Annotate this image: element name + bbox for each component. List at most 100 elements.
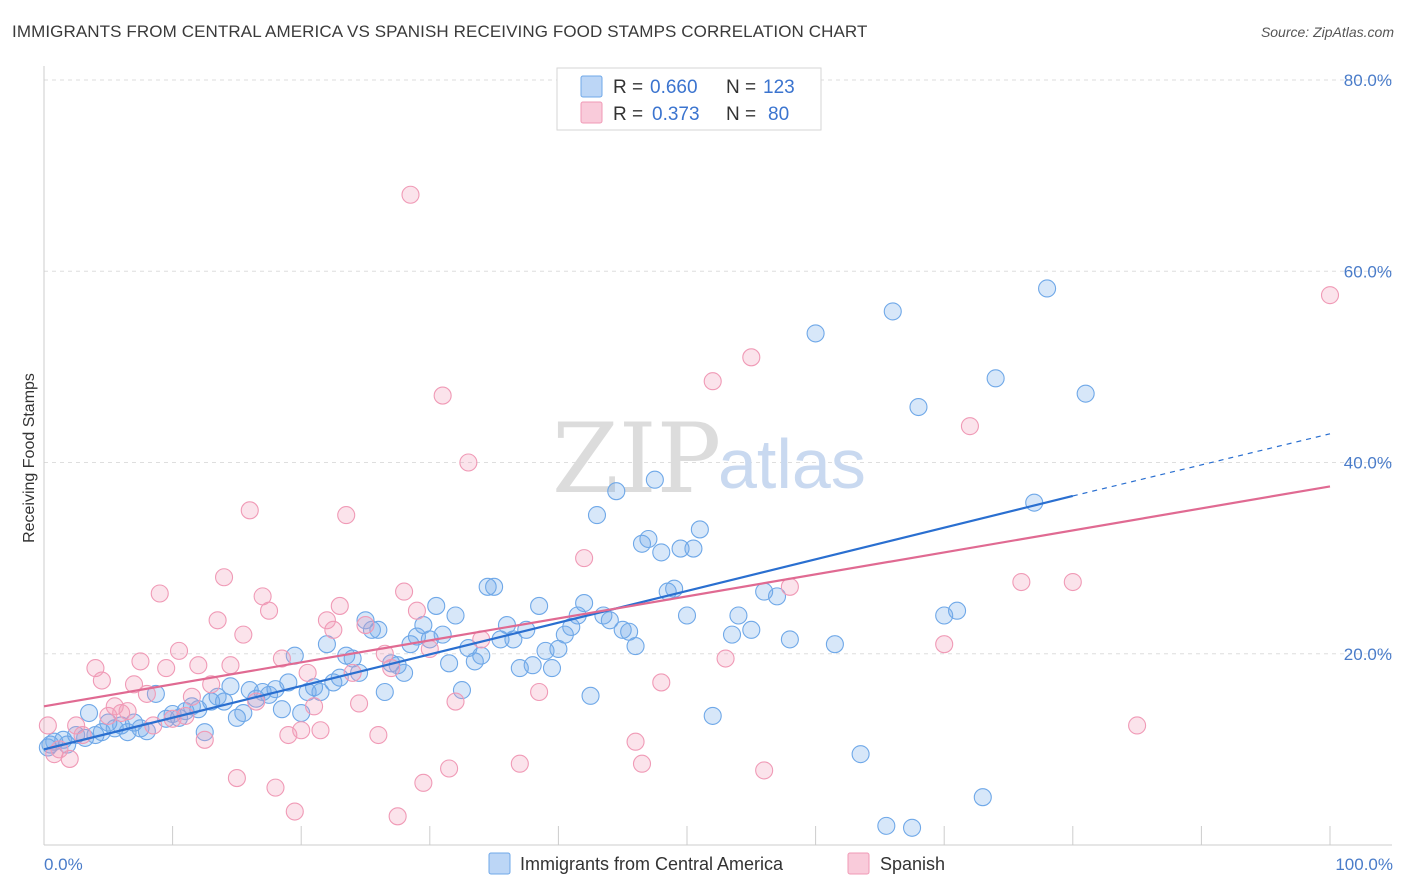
data-point xyxy=(240,501,259,520)
data-point xyxy=(684,539,703,558)
data-point xyxy=(234,625,253,644)
data-point xyxy=(305,697,324,716)
data-point xyxy=(935,635,954,654)
data-point xyxy=(214,568,234,587)
y-tick-label: 20.0% xyxy=(1344,645,1392,664)
data-point xyxy=(221,677,240,696)
y-tick-label: 60.0% xyxy=(1344,262,1392,281)
data-point xyxy=(806,324,825,343)
data-point xyxy=(118,702,137,721)
trend-lines xyxy=(43,433,1331,751)
data-point xyxy=(202,675,221,694)
data-point xyxy=(407,601,426,620)
axes xyxy=(43,66,1392,846)
data-point xyxy=(742,348,761,367)
data-point xyxy=(38,716,57,735)
watermark: ZIP atlas xyxy=(552,403,866,515)
data-point xyxy=(626,732,645,751)
data-point xyxy=(227,769,246,788)
data-point xyxy=(440,759,459,778)
data-point xyxy=(587,506,607,525)
data-point xyxy=(645,470,664,489)
data-point xyxy=(542,659,562,678)
data-point xyxy=(652,673,671,692)
data-point xyxy=(350,694,369,713)
data-point xyxy=(112,703,131,723)
legend-r-value: 0.660 xyxy=(650,77,698,98)
chart-title: IMMIGRANTS FROM CENTRAL AMERICA VS SPANI… xyxy=(12,22,868,41)
data-point xyxy=(600,611,619,630)
data-point xyxy=(208,611,227,630)
data-point xyxy=(1320,286,1340,305)
data-point xyxy=(317,611,336,630)
y-tick-labels: 20.0% 40.0% 60.0% 80.0% xyxy=(1344,71,1392,664)
data-point xyxy=(169,641,189,660)
data-point xyxy=(677,606,697,625)
data-point xyxy=(780,630,799,649)
data-point xyxy=(414,773,433,792)
data-point xyxy=(298,663,317,682)
data-point xyxy=(883,302,902,321)
data-point xyxy=(555,625,574,644)
legend-n-value: 80 xyxy=(768,104,789,125)
data-point xyxy=(79,703,99,723)
data-point xyxy=(530,596,549,615)
data-point xyxy=(1063,572,1082,592)
data-point xyxy=(311,721,330,740)
data-point xyxy=(272,649,291,668)
data-point xyxy=(632,754,652,773)
data-point xyxy=(60,749,79,768)
data-point xyxy=(189,656,208,675)
data-point xyxy=(523,656,542,675)
data-point xyxy=(472,646,491,665)
legend-n-value: 123 xyxy=(763,77,795,98)
legend-r-value: 0.373 xyxy=(652,104,700,125)
data-points xyxy=(38,185,1340,837)
trend-line-extension xyxy=(1072,433,1331,497)
data-point xyxy=(92,671,111,690)
data-point xyxy=(703,706,722,725)
stats-legend: R = 0.660 N = 123 R = 0.373 N = 80 xyxy=(556,67,822,131)
data-point xyxy=(279,673,298,692)
data-point xyxy=(575,549,594,568)
series-swatch-pink xyxy=(847,852,870,875)
data-point xyxy=(369,725,388,745)
data-point xyxy=(716,649,735,668)
data-point xyxy=(729,606,748,625)
data-point xyxy=(1128,716,1147,735)
data-point xyxy=(234,703,253,723)
data-point xyxy=(767,587,787,606)
legend-r-label: R = xyxy=(613,77,643,98)
data-point xyxy=(1076,384,1095,403)
source-label: Source: ZipAtlas.com xyxy=(1260,24,1394,40)
data-point xyxy=(401,185,420,204)
y-axis-label: Receiving Food Stamps xyxy=(21,373,38,543)
data-point xyxy=(67,716,86,735)
watermark-zip: ZIP xyxy=(552,403,721,515)
data-point xyxy=(742,620,761,639)
data-point xyxy=(330,596,349,615)
series-legend: Immigrants from Central America Spanish xyxy=(488,852,945,875)
data-point xyxy=(1025,493,1044,512)
x-tick-labels: 0.0% 100.0% xyxy=(44,855,1393,874)
x-tick-label: 0.0% xyxy=(44,855,83,874)
y-tick-label: 40.0% xyxy=(1344,454,1392,473)
data-point xyxy=(671,539,690,558)
trend-line xyxy=(43,494,1074,751)
series-swatch-blue xyxy=(488,852,511,875)
data-point xyxy=(266,778,285,797)
data-point xyxy=(960,417,979,436)
data-point xyxy=(877,816,896,835)
data-point xyxy=(324,620,343,639)
data-point xyxy=(259,601,279,620)
gridlines xyxy=(44,79,1392,655)
trend-line xyxy=(43,485,1331,708)
series-label: Spanish xyxy=(880,854,945,874)
data-point xyxy=(652,543,671,562)
data-point xyxy=(639,529,658,549)
y-tick-label: 80.0% xyxy=(1344,71,1392,90)
data-point xyxy=(722,625,742,644)
data-point xyxy=(157,659,176,678)
series-label: Immigrants from Central America xyxy=(520,854,784,874)
